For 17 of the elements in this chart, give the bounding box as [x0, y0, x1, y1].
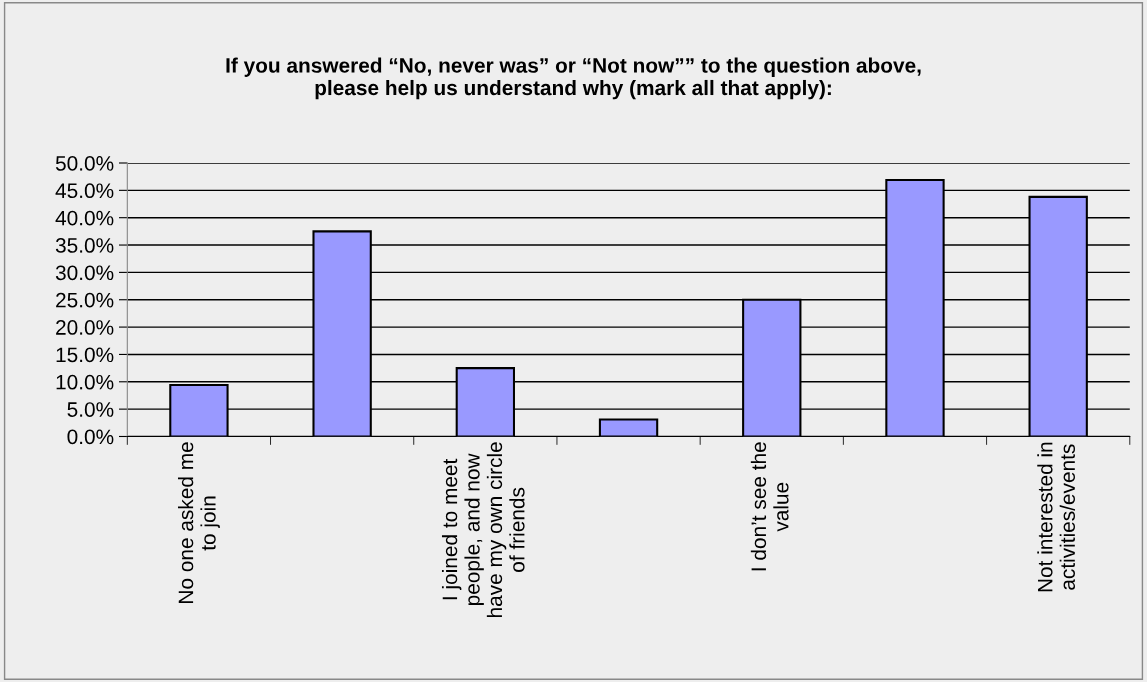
y-tick-label: 10.0%	[56, 374, 114, 390]
y-tick-label: 50.0%	[55, 156, 114, 171]
y-tick-label: 25.0%	[56, 292, 114, 308]
y-tick-label: 40.0%	[55, 210, 114, 226]
bar	[598, 418, 659, 437]
y-tick-label: 0.0%	[67, 429, 114, 445]
x-tick-label: I don’t see the value	[750, 442, 789, 571]
x-tick-label: I joined to meet people, and now have my own circle of friends	[441, 442, 525, 618]
y-tick-label: 20.0%	[56, 320, 114, 335]
y-tick-label: 30.0%	[55, 265, 114, 281]
y-tick-label: 45.0%	[55, 183, 114, 199]
y-tick-label: 15.0%	[56, 347, 114, 363]
y-tick-label: 5.0%	[67, 402, 114, 417]
chart-title: If you answered “No, never was” or “Not now”” to the question above, please help us understand why (mark all that apply):	[226, 57, 921, 100]
x-tick-label: Not interested in activities/events	[1037, 442, 1075, 592]
y-tick-label: 35.0%	[55, 238, 114, 253]
x-tick-label: No one asked me to join	[177, 442, 220, 603]
